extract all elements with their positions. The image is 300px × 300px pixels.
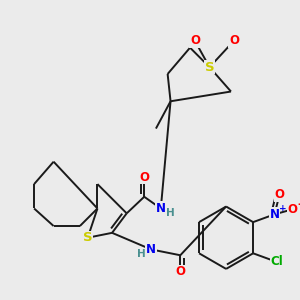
Text: O: O xyxy=(190,34,200,47)
Text: Cl: Cl xyxy=(270,255,283,268)
Text: O: O xyxy=(229,34,239,47)
Text: S: S xyxy=(205,61,214,74)
Text: H: H xyxy=(166,208,175,218)
Text: N: N xyxy=(156,202,166,215)
Text: S: S xyxy=(83,231,92,244)
Text: -: - xyxy=(298,198,300,211)
Text: H: H xyxy=(137,249,146,259)
Text: O: O xyxy=(139,171,149,184)
Text: O: O xyxy=(175,265,185,278)
Text: O: O xyxy=(287,203,297,216)
Text: N: N xyxy=(270,208,280,221)
Text: +: + xyxy=(278,204,286,213)
Text: O: O xyxy=(274,188,284,201)
Text: N: N xyxy=(146,243,156,256)
